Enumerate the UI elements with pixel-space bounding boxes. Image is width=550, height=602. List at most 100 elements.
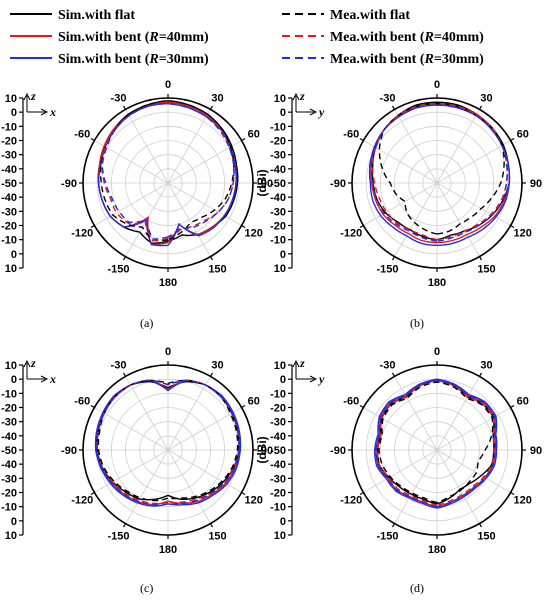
legend-item-sim_r40: Sim.with bent (R=40mm) [10,30,209,45]
angle-tick [359,224,364,229]
axis-letter-vertical: z [299,356,305,370]
angle-label: 60 [248,396,260,408]
angle-tick [359,137,364,142]
angle-tick [391,372,396,377]
grid-spoke [125,449,169,524]
series-sim_r30 [94,379,242,507]
series-mea_r40 [372,103,508,241]
r-tick-label: -10 [270,388,286,400]
h-arrow-head [309,375,318,383]
grid-spoke [167,449,242,493]
r-tick-label: 0 [11,107,17,119]
grid-spoke [363,182,438,226]
angle-tick [391,523,396,528]
angle-label: -150 [107,531,129,543]
angle-tick [90,224,95,229]
angle-label: 150 [477,264,495,276]
angle-tick [241,224,246,229]
legend-label-part: =40mm) [159,30,209,45]
r-tick-label: -30 [270,150,286,162]
angle-label: 180 [428,544,446,556]
r-tick-label: -10 [1,235,17,247]
r-tick-label: -30 [1,473,17,485]
z-arrow-head [23,92,31,101]
axis-letter-vertical: z [30,356,36,370]
grid-spoke [436,407,511,451]
legend-label-part: Sim.with bent ( [58,52,150,67]
angle-label: -60 [74,396,90,408]
grid-spoke [436,449,511,493]
angle-tick [510,491,515,496]
r-tick-label: -30 [1,206,17,218]
legend-item-sim_flat: Sim.with flat [10,8,135,23]
grid-spoke [167,449,211,524]
r-tick-label: -10 [1,388,17,400]
grid-spoke [436,182,480,257]
r-tick-label: -40 [1,459,17,471]
h-arrow-head [40,375,49,383]
angle-label: 120 [245,495,263,507]
angle-tick [510,137,515,142]
legend-label-sim_flat: Sim.with flat [58,8,135,23]
grid-spoke [167,140,242,184]
series-mea_r30 [96,379,240,506]
r-tick-label: -30 [1,150,17,162]
r-tick-label: 0 [11,249,17,261]
legend-label-part: R [424,52,434,67]
r-tick-label: 10 [274,93,286,105]
legend-item-mea_r40: Mea.with bent (R=40mm) [282,30,484,45]
angle-label: -90 [61,445,77,457]
r-tick-label: 10 [5,93,17,105]
angle-tick [122,523,127,528]
grid-spoke [394,109,438,184]
angle-tick [391,256,396,261]
z-arrow-head [23,359,31,368]
axis-letter-vertical: z [299,89,305,103]
angle-label: 0 [165,346,171,358]
grid-spoke [125,376,169,451]
angle-label: -60 [74,129,90,141]
grid-spoke [167,109,211,184]
r-tick-label: -50 [1,445,17,457]
polar-panel-3: 0 30 60 90 120 150 180 -150 -120 -90 -60 -30 10 0 -10 -… [1,346,273,595]
legend-label-part: R [148,52,158,67]
series-mea_flat [378,381,494,504]
legend-label-part: Sim.with bent ( [58,30,150,45]
grid-spoke [167,376,211,451]
r-tick-label: -50 [270,445,286,457]
legend-item-sim_r30: Sim.with bent (R=30mm) [10,52,209,67]
angle-tick [209,105,214,110]
angle-tick [510,404,515,409]
r-tick-label: -40 [270,192,286,204]
grid-spoke [363,407,438,451]
legend-label-part: Mea.with flat [330,8,410,23]
grid-spoke [94,449,169,493]
r-tick-label: 0 [280,249,286,261]
series-mea_r30 [370,104,508,242]
angle-tick [478,105,483,110]
angle-label: 150 [208,531,226,543]
angle-tick [478,523,483,528]
legend-label-part: Sim.with flat [58,8,135,23]
angle-tick [359,404,364,409]
r-tick-label: -30 [270,206,286,218]
legend-label-part: =40mm) [434,30,484,45]
r-tick-label: -40 [1,431,17,443]
angle-tick [510,224,515,229]
angle-label: -90 [61,178,77,190]
grid-spoke [167,407,242,451]
angle-tick [478,372,483,377]
angle-label: 60 [517,129,529,141]
series-sim_r30 [97,103,237,247]
legend-label-part: Mea.with bent ( [330,52,425,67]
legend-label-sim_r40: Sim.with bent (R=40mm) [58,30,209,45]
y-axis-label: (dBi) [255,169,269,196]
r-tick-label: -40 [270,164,286,176]
axis-letter-horizontal: x [49,372,56,386]
angle-tick [241,137,246,142]
series-sim_flat [371,101,511,241]
angle-label: 0 [434,79,440,91]
angle-tick [122,372,127,377]
angle-label: -150 [107,264,129,276]
